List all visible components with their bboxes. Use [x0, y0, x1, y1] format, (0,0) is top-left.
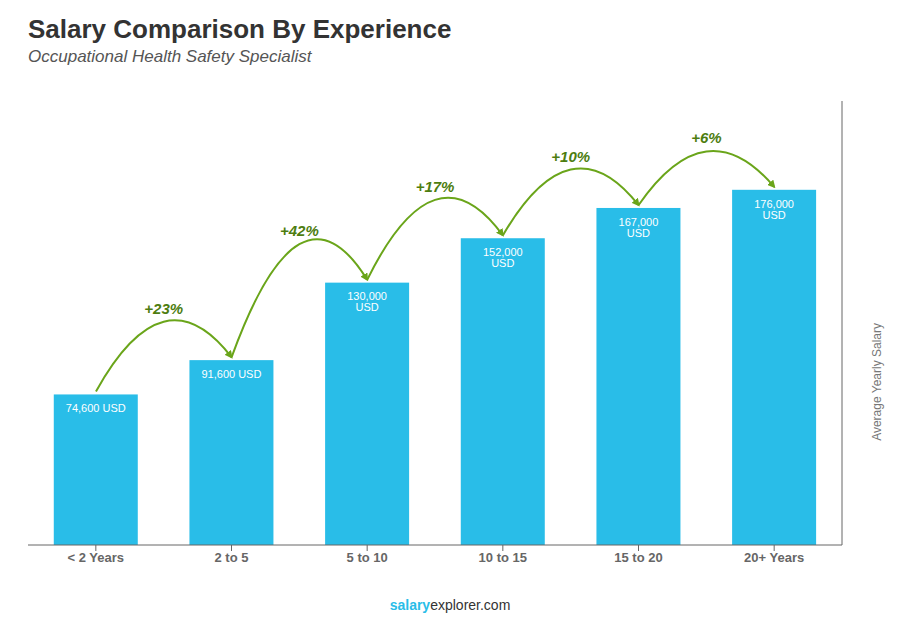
- svg-text:Average Yearly Salary: Average Yearly Salary: [870, 323, 884, 441]
- svg-text:+23%: +23%: [144, 300, 183, 317]
- svg-text:< 2 Years: < 2 Years: [68, 550, 125, 565]
- svg-text:+6%: +6%: [691, 129, 721, 146]
- svg-text:130,000USD: 130,000USD: [347, 290, 387, 313]
- svg-text:15 to 20: 15 to 20: [614, 550, 662, 565]
- svg-text:+10%: +10%: [551, 148, 590, 165]
- html-text:Occupational Health Safety Spe: Occupational Health Safety Specialist: [28, 47, 312, 66]
- svg-text:152,000USD: 152,000USD: [483, 246, 523, 269]
- svg-text:176,000USD: 176,000USD: [754, 198, 794, 221]
- html-text:salary explorer.com: salary explorer.com: [389, 597, 511, 613]
- svg-text:20+ Years: 20+ Years: [744, 550, 804, 565]
- html-text:Salary Comparison By Experienc: Salary Comparison By Experience: [28, 14, 452, 44]
- svg-text:167,000USD: 167,000USD: [619, 216, 659, 239]
- svg-text:5 to 10: 5 to 10: [347, 550, 388, 565]
- svg-text:+17%: +17%: [416, 178, 455, 195]
- svg-text:91,600 USD: 91,600 USD: [201, 368, 261, 380]
- svg-text:10 to 15: 10 to 15: [479, 550, 527, 565]
- svg-text:2 to 5: 2 to 5: [215, 550, 249, 565]
- svg-text:74,600 USD: 74,600 USD: [66, 402, 126, 414]
- svg-text:+42%: +42%: [280, 222, 319, 239]
